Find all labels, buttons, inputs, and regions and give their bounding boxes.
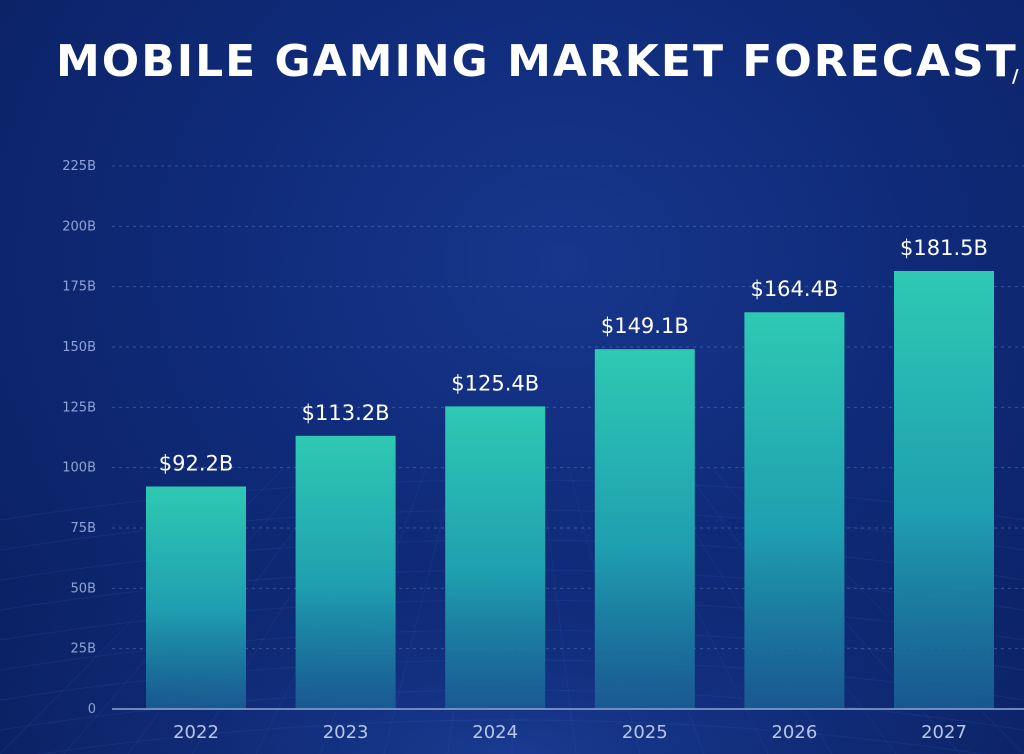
x-tick-label: 2024 (472, 722, 518, 743)
y-tick-label: 50B (71, 581, 96, 596)
bar-2024 (445, 406, 546, 709)
y-tick-label: 225B (62, 159, 96, 174)
bar-2026 (744, 312, 845, 709)
data-label-2024: $125.4B (451, 371, 539, 395)
mesh-line (36, 719, 988, 754)
data-label-2023: $113.2B (302, 401, 390, 425)
y-tick-label: 100B (62, 461, 96, 476)
y-tick-label: 0 (88, 702, 96, 717)
bar-2022 (146, 486, 246, 709)
bar-2027 (894, 270, 994, 709)
y-tick-label: 125B (62, 400, 96, 415)
y-tick-label: 75B (71, 521, 96, 536)
cropped-title-glyph: / (1012, 66, 1019, 87)
x-tick-label: 2027 (921, 722, 967, 743)
gridlines (112, 165, 1024, 650)
x-tick-label: 2022 (173, 722, 219, 743)
chart-title: MOBILE GAMING MARKET FORECAST (56, 36, 1018, 87)
bars (146, 270, 994, 709)
y-axis-ticks: 0 25B 50B 75B 100B 125B 150B 175B 200B 225B (62, 159, 96, 717)
bar-2025 (594, 349, 695, 709)
x-tick-label: 2023 (323, 722, 369, 743)
mesh-line (383, 469, 455, 754)
y-tick-label: 150B (62, 340, 96, 355)
data-label-2022: $92.2B (159, 451, 234, 475)
y-tick-label: 25B (71, 642, 96, 657)
mesh-line (540, 469, 577, 754)
x-axis-ticks: 2022 2023 2024 2025 2026 2027 (173, 722, 967, 743)
data-labels: $92.2B $113.2B $125.4B $149.1B $164.4B $181.5… (159, 236, 988, 476)
y-tick-label: 200B (62, 219, 96, 234)
data-label-2025: $149.1B (601, 314, 689, 338)
y-tick-label: 175B (62, 280, 96, 295)
x-tick-label: 2026 (771, 722, 817, 743)
bar-2023 (295, 435, 396, 709)
data-label-2027: $181.5B (900, 236, 988, 260)
data-label-2026: $164.4B (750, 277, 838, 301)
x-tick-label: 2025 (622, 722, 668, 743)
